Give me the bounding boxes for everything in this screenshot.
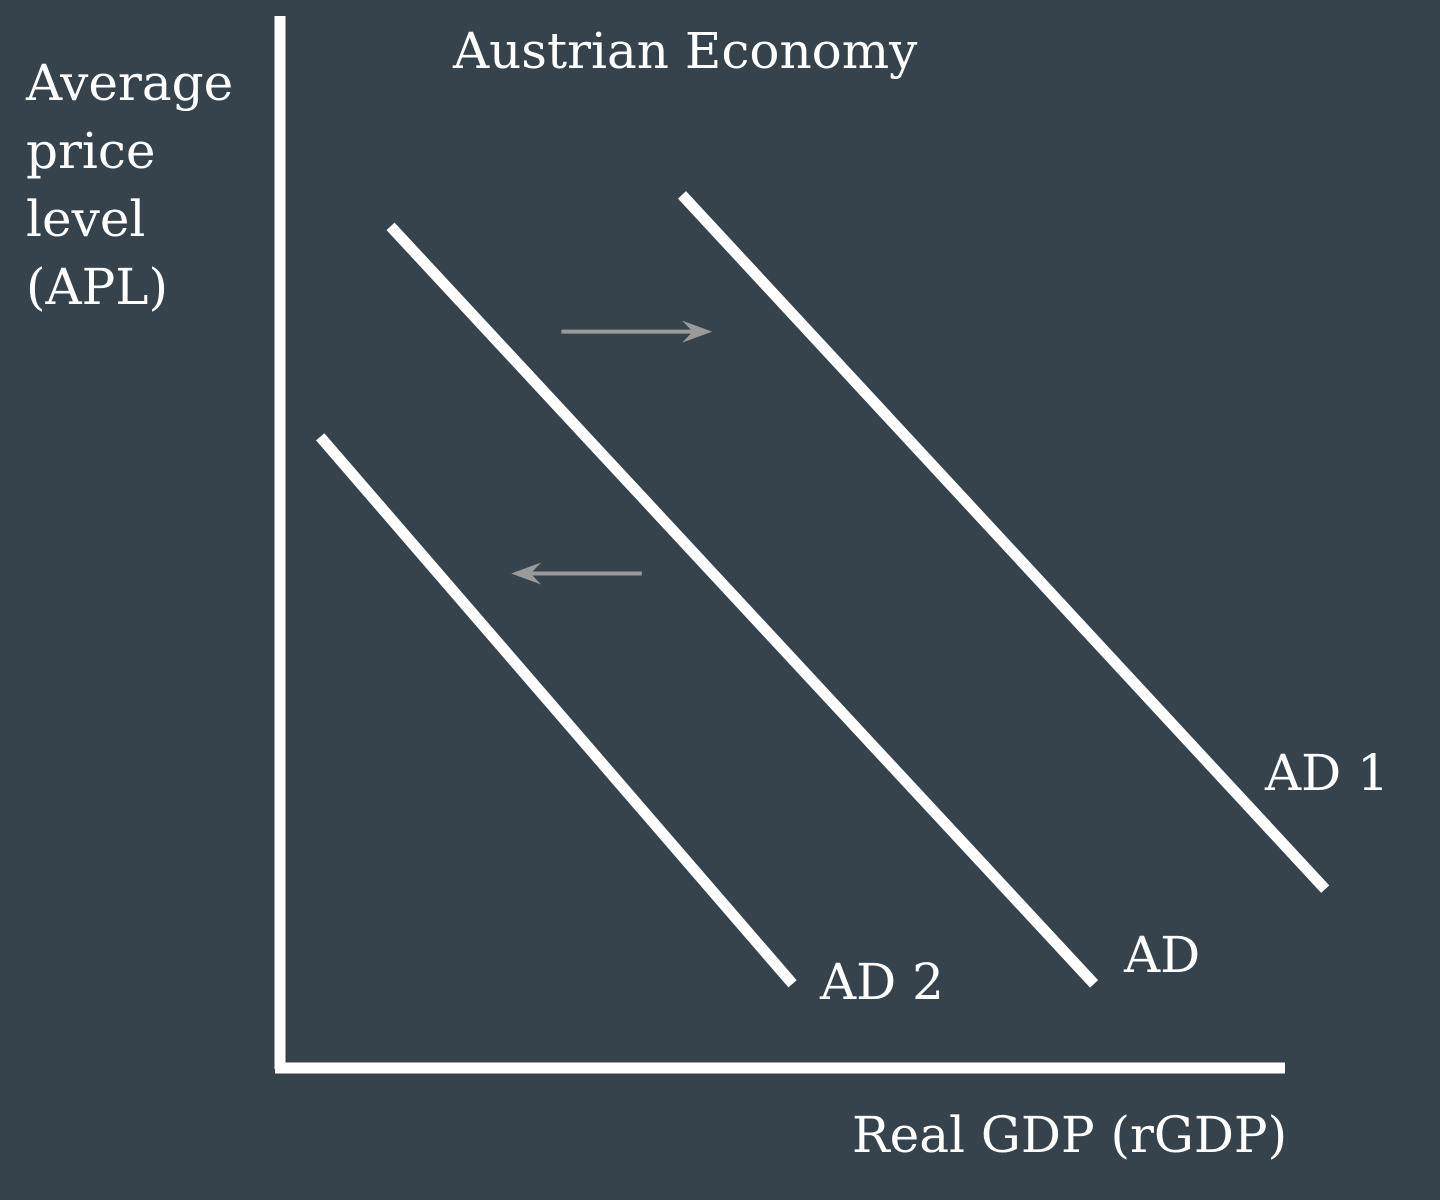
y-axis-label-line: (APL) [26,258,168,316]
y-axis-label: Average price level (APL) [25,54,249,316]
curve-ad [386,222,1099,988]
shift-arrow-left-head [511,562,542,585]
curve-ad-1 [677,191,1330,893]
curve-label-ad-2: AD 2 [819,953,944,1011]
y-axis-label-line: price [26,122,156,180]
shift-arrows [511,320,713,585]
ad-curves [316,191,1330,988]
curve-ad-2 [316,433,797,988]
x-axis-label: Real GDP (rGDP) [852,1106,1287,1164]
chart-title: Austrian Economy [452,22,918,80]
shift-arrow-right-head [682,320,713,343]
curve-labels: AD 1 AD AD 2 [819,744,1389,1011]
curve-label-ad: AD [1123,926,1200,984]
y-axis-label-line: level [26,190,145,248]
y-axis-label-line: Average [25,54,233,112]
curve-label-ad-1: AD 1 [1264,744,1389,802]
